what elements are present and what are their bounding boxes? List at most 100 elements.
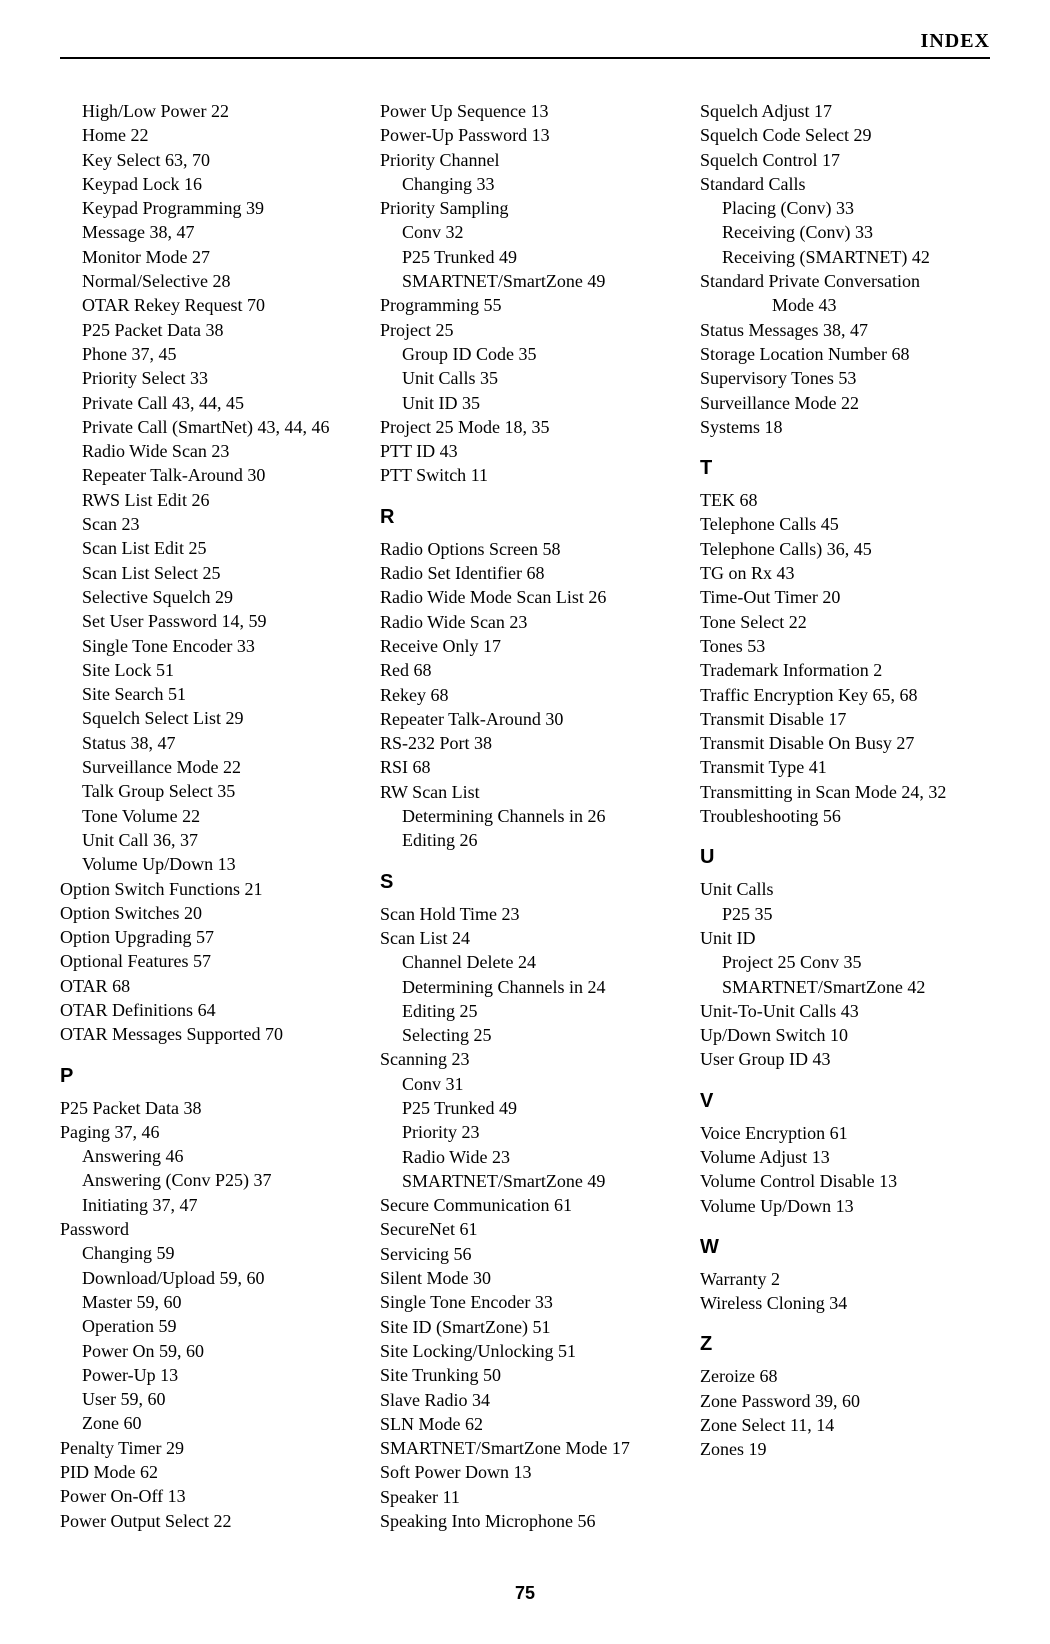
index-entry: Status 38, 47 bbox=[60, 731, 350, 755]
index-entry-label: P25 Packet Data bbox=[82, 320, 201, 340]
index-section-head: W bbox=[700, 1234, 990, 1261]
index-entry-pages: 57 bbox=[191, 927, 214, 947]
index-entry-pages: 24 bbox=[583, 977, 606, 997]
index-entry: Voice Encryption 61 bbox=[700, 1121, 990, 1145]
index-entry: Phone 37, 45 bbox=[60, 342, 350, 366]
index-entry-pages: 29 bbox=[162, 1438, 185, 1458]
index-entry-label: RW Scan List bbox=[380, 782, 480, 802]
index-entry-label: Transmit Disable On Busy bbox=[700, 733, 892, 753]
index-entry-label: Key Select bbox=[82, 150, 160, 170]
index-entry-label: Master bbox=[82, 1292, 132, 1312]
index-entry-label: Unit Call bbox=[82, 830, 149, 850]
index-entry: OTAR Definitions 64 bbox=[60, 998, 350, 1022]
index-entry-pages: 23 bbox=[487, 1147, 510, 1167]
index-section-head: R bbox=[380, 504, 670, 531]
index-entry-label: Volume Up/Down bbox=[82, 854, 213, 874]
index-entry: Scan List 24 bbox=[380, 926, 670, 950]
index-entry-label: Normal/Selective bbox=[82, 271, 208, 291]
index-entry-label: Time-Out Timer bbox=[700, 587, 818, 607]
index-entry: Radio Wide Mode Scan List 26 bbox=[380, 585, 670, 609]
index-entry: Trademark Information 2 bbox=[700, 658, 990, 682]
index-entry-label: Placing (Conv) bbox=[722, 198, 832, 218]
index-entry-pages: 26 bbox=[455, 830, 478, 850]
index-entry-pages: 36, 37 bbox=[149, 830, 199, 850]
index-entry-label: SecureNet bbox=[380, 1219, 455, 1239]
index-entry-pages: 68 bbox=[108, 976, 131, 996]
index-entry: RS-232 Port 38 bbox=[380, 731, 670, 755]
index-entry-pages: 33 bbox=[850, 222, 873, 242]
index-entry-pages: 35 bbox=[458, 393, 481, 413]
index-entry-label: Changing bbox=[82, 1243, 152, 1263]
index-entry-label: Unit Calls bbox=[402, 368, 476, 388]
index-entry-pages: 22 bbox=[178, 806, 201, 826]
index-entry-pages: 31 bbox=[441, 1074, 464, 1094]
index-columns: High/Low Power 22Home 22Key Select 63, 7… bbox=[60, 99, 990, 1533]
index-entry-label: Unit-To-Unit Calls bbox=[700, 1001, 836, 1021]
index-entry-label: Conv bbox=[402, 222, 441, 242]
index-entry: Repeater Talk-Around 30 bbox=[60, 463, 350, 487]
index-entry-label: Tone Select bbox=[700, 612, 784, 632]
index-entry-pages: 17 bbox=[824, 709, 847, 729]
index-entry-label: Transmit Type bbox=[700, 757, 804, 777]
index-entry-pages: 17 bbox=[607, 1438, 630, 1458]
index-entry-label: Radio Options Screen bbox=[380, 539, 538, 559]
index-entry: Standard Private Conversation bbox=[700, 269, 990, 293]
index-entry: Keypad Lock 16 bbox=[60, 172, 350, 196]
index-entry: Tones 53 bbox=[700, 634, 990, 658]
index-entry-label: Single Tone Encoder bbox=[380, 1292, 530, 1312]
index-entry-label: Receiving (SMARTNET) bbox=[722, 247, 907, 267]
index-entry-pages: 49 bbox=[495, 1098, 518, 1118]
index-entry-pages: 64 bbox=[193, 1000, 216, 1020]
index-entry-label: Keypad Lock bbox=[82, 174, 179, 194]
index-entry-pages: 53 bbox=[743, 636, 766, 656]
index-entry: Mode 43 bbox=[700, 293, 990, 317]
index-entry-label: Scan List bbox=[380, 928, 448, 948]
index-entry-label: Selecting bbox=[402, 1025, 469, 1045]
index-entry-pages: 30 bbox=[243, 465, 266, 485]
index-entry-pages: 21 bbox=[240, 879, 263, 899]
index-entry-pages: 22 bbox=[784, 612, 807, 632]
index-entry-pages: 30 bbox=[469, 1268, 492, 1288]
index-entry-label: Download/Upload bbox=[82, 1268, 215, 1288]
index-entry: Squelch Control 17 bbox=[700, 148, 990, 172]
index-entry: Silent Mode 30 bbox=[380, 1266, 670, 1290]
index-entry-pages: 13 bbox=[156, 1365, 179, 1385]
page-header: INDEX bbox=[60, 30, 990, 59]
index-entry-label: Squelch Select List bbox=[82, 708, 221, 728]
index-entry: Supervisory Tones 53 bbox=[700, 366, 990, 390]
index-entry-pages: 35 bbox=[750, 904, 773, 924]
index-entry-label: Speaker bbox=[380, 1487, 438, 1507]
index-entry: Option Switches 20 bbox=[60, 901, 350, 925]
index-entry: Warranty 2 bbox=[700, 1267, 990, 1291]
index-entry-pages: 26 bbox=[583, 806, 606, 826]
index-entry: Soft Power Down 13 bbox=[380, 1460, 670, 1484]
index-entry-pages: 49 bbox=[583, 271, 606, 291]
index-entry-label: Power Output Select bbox=[60, 1511, 209, 1531]
index-entry-pages: 22 bbox=[218, 757, 241, 777]
index-entry-pages: 37, 47 bbox=[148, 1195, 198, 1215]
index-entry-pages: 13 bbox=[163, 1486, 186, 1506]
index-entry-label: Squelch Adjust bbox=[700, 101, 810, 121]
index-entry-pages: 68 bbox=[408, 757, 431, 777]
index-entry-label: TEK bbox=[700, 490, 735, 510]
index-entry: Scanning 23 bbox=[380, 1047, 670, 1071]
index-entry: High/Low Power 22 bbox=[60, 99, 350, 123]
index-entry: Traffic Encryption Key 65, 68 bbox=[700, 683, 990, 707]
index-entry-pages: 43, 44, 45 bbox=[167, 393, 244, 413]
index-entry: Zones 19 bbox=[700, 1437, 990, 1461]
index-entry-label: Radio Wide Scan bbox=[380, 612, 505, 632]
index-entry-pages: 22 bbox=[209, 1511, 232, 1531]
index-entry-pages: 70 bbox=[243, 295, 266, 315]
index-entry: Editing 25 bbox=[380, 999, 670, 1023]
index-entry-label: Changing bbox=[402, 174, 472, 194]
index-entry-pages: 23 bbox=[505, 612, 528, 632]
index-entry: Servicing 56 bbox=[380, 1242, 670, 1266]
index-entry-label: Unit ID bbox=[700, 928, 756, 948]
index-entry: Set User Password 14, 59 bbox=[60, 609, 350, 633]
index-entry: Message 38, 47 bbox=[60, 220, 350, 244]
index-entry: Priority Channel bbox=[380, 148, 670, 172]
index-entry-pages: 41 bbox=[804, 757, 827, 777]
index-entry-label: Channel Delete bbox=[402, 952, 513, 972]
index-entry-label: Servicing bbox=[380, 1244, 449, 1264]
index-entry-label: Home bbox=[82, 125, 126, 145]
